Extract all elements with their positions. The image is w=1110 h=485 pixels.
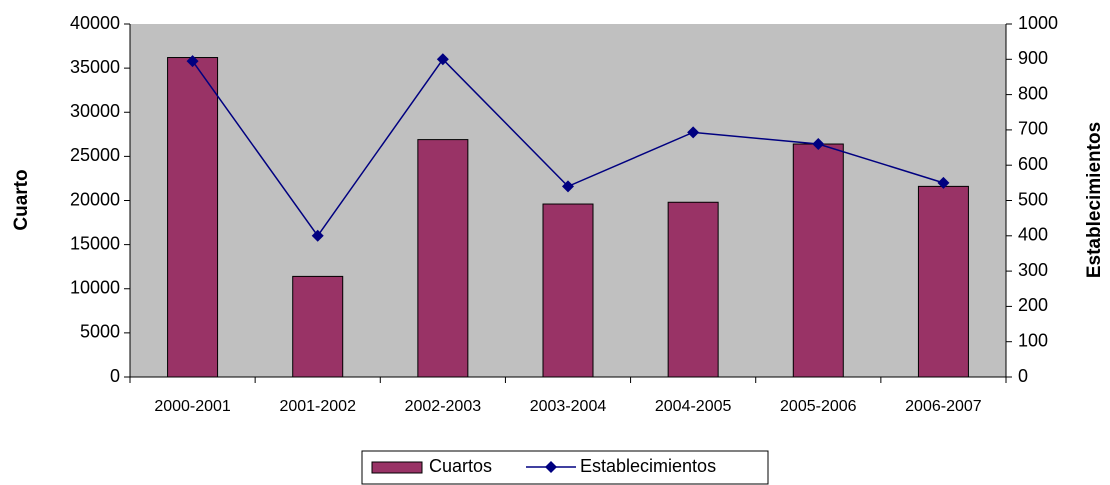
y-axis-title: Cuarto	[11, 169, 32, 230]
marker	[436, 53, 449, 66]
y-tick-label: 30000	[70, 101, 120, 121]
y2-tick-label: 1000	[1018, 13, 1058, 33]
marker	[562, 180, 574, 193]
marker	[687, 126, 700, 139]
y2-tick-label: 200	[1018, 295, 1048, 315]
legend-marker	[545, 461, 557, 473]
y-tick-label: 15000	[70, 233, 120, 253]
marker	[186, 55, 199, 68]
y2-tick-label: 900	[1018, 48, 1048, 68]
y2-tick-label: 0	[1018, 366, 1028, 386]
bar	[792, 143, 844, 378]
y-tick-label: 0	[110, 366, 120, 386]
marker	[311, 229, 324, 242]
y-tick-label: 35000	[70, 57, 120, 77]
y2-tick-label: 500	[1018, 189, 1048, 209]
bar	[667, 201, 719, 378]
y2-tick-label: 800	[1018, 83, 1048, 103]
x-tick-label: 2001-2002	[279, 398, 356, 415]
y2-tick-label: 600	[1018, 154, 1048, 174]
y2-tick-label: 300	[1018, 260, 1048, 280]
bar	[167, 57, 219, 378]
x-tick-label: 2006-2007	[905, 398, 982, 415]
x-tick-label: 2003-2004	[530, 398, 607, 415]
y-tick-label: 20000	[70, 189, 120, 209]
x-tick-label: 2004-2005	[655, 398, 732, 415]
y-tick-label: 5000	[80, 322, 120, 342]
y2-tick-label: 700	[1018, 119, 1048, 139]
bar	[542, 203, 594, 378]
y-tick-label: 10000	[70, 278, 120, 298]
x-tick-label: 2002-2003	[405, 398, 482, 415]
y2-tick-label: 400	[1018, 225, 1048, 245]
y2-tick-label: 100	[1018, 330, 1048, 350]
marker	[812, 138, 825, 151]
y2-axis-title: Establecimientos	[1084, 122, 1105, 278]
marker	[937, 176, 950, 189]
bar	[917, 185, 969, 378]
legend-swatch	[371, 461, 423, 474]
y-tick-label: 25000	[70, 145, 120, 165]
legend-label: Establecimientos	[580, 456, 716, 476]
x-tick-label: 2000-2001	[154, 398, 231, 415]
x-tick-label: 2005-2006	[780, 398, 857, 415]
y-tick-label: 40000	[70, 13, 120, 33]
bar	[292, 275, 344, 378]
legend-label: Cuartos	[429, 456, 492, 476]
bar	[417, 139, 469, 378]
